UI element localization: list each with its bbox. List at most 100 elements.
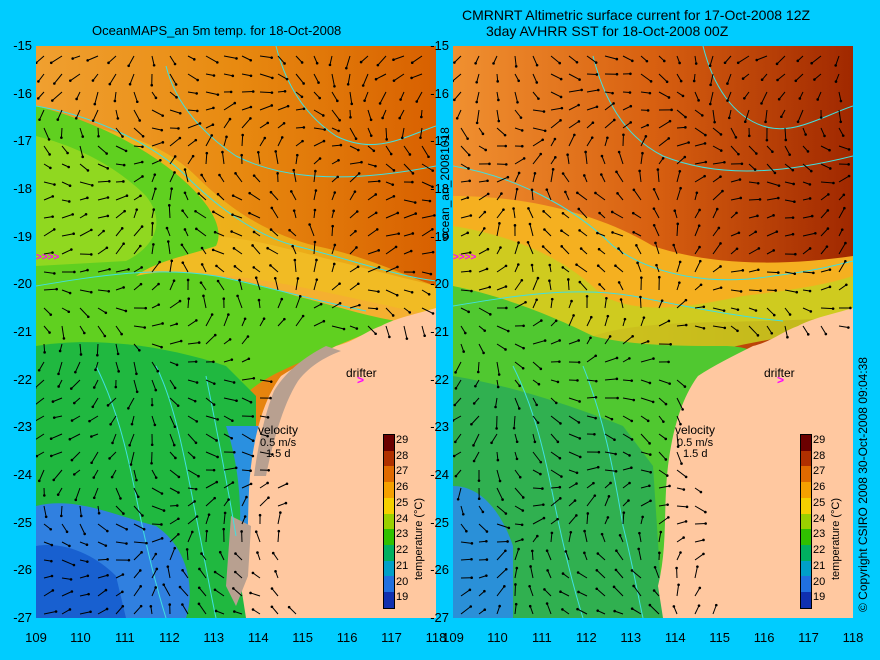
velocity-arrow (478, 343, 485, 354)
velocity-arrow-head (176, 404, 180, 407)
velocity-arrow-head (141, 514, 144, 517)
velocity-arrow (622, 482, 630, 489)
velocity-arrow (620, 299, 624, 309)
velocity-arrow (640, 500, 651, 507)
velocity-arrow (562, 608, 570, 615)
velocity-arrow (586, 513, 589, 525)
velocity-arrow-head (92, 496, 96, 500)
velocity-arrow-head (780, 115, 783, 119)
velocity-arrow (331, 192, 336, 201)
velocity-arrow (97, 247, 108, 255)
velocity-arrow (614, 610, 624, 615)
velocity-arrow (379, 91, 387, 104)
velocity-arrow-head (200, 263, 204, 266)
velocity-arrow (421, 214, 435, 219)
velocity-arrow-head (597, 247, 601, 251)
velocity-arrow-head (180, 243, 184, 247)
velocity-arrow (43, 181, 55, 186)
velocity-arrow-head (135, 100, 139, 104)
velocity-arrow-head (453, 61, 456, 64)
velocity-arrow-head (808, 247, 812, 250)
velocity-arrow-head (292, 168, 296, 172)
velocity-arrow-head (420, 115, 423, 119)
velocity-arrow-head (247, 357, 251, 361)
velocity-arrow-head (138, 569, 142, 572)
velocity-arrow (586, 317, 592, 327)
velocity-arrow (169, 340, 182, 345)
velocity-arrow (367, 194, 377, 201)
velocity-arrow (622, 335, 633, 345)
velocity-arrow (568, 73, 580, 81)
velocity-arrow (601, 155, 606, 165)
velocity-arrow-head (536, 534, 539, 538)
velocity-arrow (633, 189, 642, 201)
velocity-arrow (115, 195, 128, 201)
velocity-arrow-head (122, 180, 125, 183)
velocity-arrow (360, 55, 369, 63)
velocity-arrow-head (772, 214, 775, 217)
velocity-arrow (36, 379, 45, 388)
velocity-arrow (532, 517, 545, 525)
velocity-arrow-head (369, 118, 373, 122)
velocity-arrow-head (49, 437, 53, 441)
velocity-arrow (568, 451, 581, 458)
velocity-arrow-head (736, 61, 740, 65)
velocity-arrow (766, 181, 780, 187)
velocity-arrow-head (121, 604, 125, 608)
colorbar-segment (384, 466, 394, 483)
velocity-arrow-head (702, 552, 705, 556)
velocity-arrow-head (213, 333, 217, 337)
velocity-arrow (562, 173, 570, 183)
velocity-arrow-head (577, 339, 580, 342)
velocity-arrow (820, 286, 831, 291)
velocity-arrow-head (828, 167, 832, 170)
velocity-arrow-head (528, 222, 532, 226)
velocity-arrow-head (71, 57, 74, 60)
velocity-arrow (92, 397, 99, 408)
velocity-arrow (57, 109, 63, 120)
velocity-arrow (232, 214, 243, 219)
velocity-arrow (550, 518, 558, 525)
velocity-arrow-head (653, 566, 657, 569)
velocity-arrow-head (791, 232, 795, 236)
velocity-arrow-head (466, 196, 470, 199)
velocity-arrow (676, 552, 681, 561)
velocity-arrow (596, 588, 606, 597)
velocity-arrow (638, 533, 642, 543)
velocity-arrow (640, 415, 649, 422)
velocity-arrow-head (560, 475, 563, 478)
velocity-arrow-head (318, 96, 322, 100)
velocity-arrow (676, 324, 687, 327)
velocity-arrow-head (332, 209, 335, 213)
right-map-title-line2: 3day AVHRR SST for 18-Oct-2008 00Z (486, 23, 729, 39)
velocity-arrow-head (345, 66, 348, 70)
velocity-arrow (748, 247, 760, 255)
velocity-arrow-head (791, 168, 795, 172)
velocity-arrow-head (515, 457, 519, 461)
x-tick-label: 118 (842, 630, 864, 645)
velocity-arrow-head (396, 265, 399, 269)
velocity-arrow (712, 109, 716, 123)
velocity-arrow (223, 73, 233, 77)
velocity-arrow (43, 145, 51, 155)
velocity-arrow-head (302, 107, 306, 111)
velocity-arrow-head (577, 421, 581, 424)
velocity-arrow (223, 397, 237, 402)
velocity-arrow (313, 171, 316, 183)
velocity-arrow (597, 610, 606, 615)
velocity-arrow-head (381, 116, 384, 120)
velocity-arrow-head (431, 312, 435, 315)
velocity-arrow-head (285, 77, 289, 81)
velocity-arrow-head (198, 567, 201, 571)
velocity-arrow-head (285, 482, 289, 486)
velocity-arrow-head (125, 194, 129, 197)
velocity-arrow-head (152, 243, 155, 246)
velocity-arrow (250, 592, 261, 597)
velocity-arrow-head (400, 136, 404, 140)
velocity-arrow (151, 141, 164, 147)
velocity-arrow-head (392, 194, 396, 198)
velocity-arrow-head (816, 98, 820, 101)
velocity-arrow-head (319, 302, 323, 306)
velocity-arrow-head (94, 368, 97, 372)
velocity-arrow-head (788, 313, 792, 316)
